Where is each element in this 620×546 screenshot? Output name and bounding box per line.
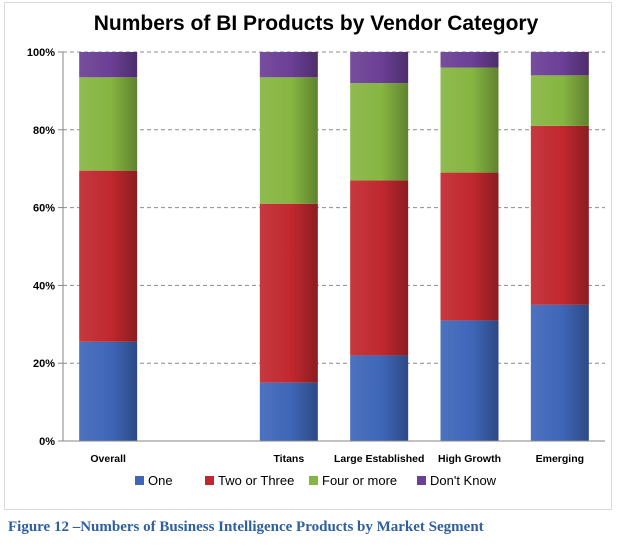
legend: One Two or Three Four or more Don't Know bbox=[135, 473, 497, 488]
bar-segment bbox=[259, 203, 318, 383]
y-tick-label: 20% bbox=[33, 358, 55, 370]
bar-segment bbox=[350, 52, 409, 84]
bar-segment bbox=[350, 180, 409, 356]
x-tick-label: Titans bbox=[273, 453, 304, 465]
bar-segment bbox=[440, 320, 499, 441]
figure-caption: Figure 12 –Numbers of Business Intellige… bbox=[8, 519, 484, 535]
x-tick-label: Emerging bbox=[536, 453, 584, 465]
legend-swatch bbox=[417, 476, 426, 485]
x-tick-label: Large Established bbox=[334, 453, 424, 465]
gridlines bbox=[63, 51, 605, 364]
bar-segment bbox=[79, 52, 138, 78]
bar-segment bbox=[440, 52, 499, 68]
bar-segment bbox=[440, 67, 499, 173]
chart-frame: Numbers of BI Products by Vendor Categor… bbox=[4, 2, 612, 510]
legend-swatch bbox=[205, 476, 214, 485]
x-tick-label: Overall bbox=[90, 453, 126, 465]
legend-label: Two or Three bbox=[218, 473, 294, 488]
stacked-bar-chart: Numbers of BI Products by Vendor Categor… bbox=[27, 12, 605, 488]
bar-segment bbox=[350, 355, 409, 441]
bar-segment bbox=[259, 382, 318, 441]
bar-segment bbox=[79, 77, 138, 171]
bar-segment bbox=[79, 341, 138, 441]
y-tick-label: 100% bbox=[27, 47, 55, 59]
bar-segment bbox=[350, 83, 409, 181]
bar-segment bbox=[79, 170, 138, 342]
y-tick-label: 40% bbox=[33, 280, 55, 292]
legend-label: Don't Know bbox=[430, 473, 497, 488]
y-tick-label: 80% bbox=[33, 125, 55, 137]
bar-segment bbox=[259, 52, 318, 78]
chart-title: Numbers of BI Products by Vendor Categor… bbox=[94, 12, 539, 35]
legend-swatch bbox=[135, 476, 144, 485]
x-tick-label: High Growth bbox=[438, 453, 501, 465]
axes: 0% 20% 40% 60% 80% 100% Overall Titans Large Est… bbox=[27, 47, 605, 465]
legend-swatch bbox=[309, 476, 318, 485]
bar-segment bbox=[530, 52, 589, 76]
y-tick-label: 60% bbox=[33, 203, 55, 215]
legend-label: Four or more bbox=[322, 473, 397, 488]
bar-segment bbox=[530, 125, 589, 305]
bar-segment bbox=[259, 77, 318, 204]
bar-segment bbox=[530, 304, 589, 441]
bar-segment bbox=[440, 172, 499, 321]
legend-label: One bbox=[148, 473, 173, 488]
bars bbox=[79, 52, 589, 441]
bar-segment bbox=[530, 75, 589, 126]
y-tick-label: 0% bbox=[39, 436, 55, 448]
